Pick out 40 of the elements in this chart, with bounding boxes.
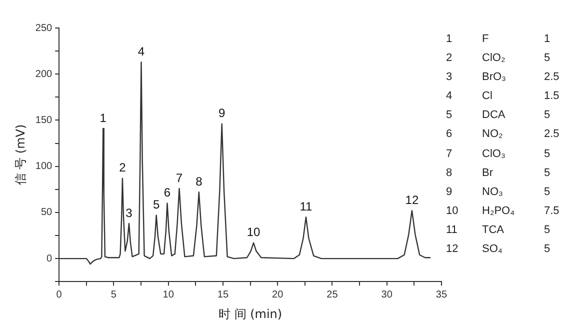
annotation: 10	[246, 225, 261, 240]
annotation: 5	[152, 198, 160, 212]
x-tick-label: 5	[110, 289, 117, 300]
text: 9 NO₃ 5	[446, 186, 550, 198]
x-tick-label: 0	[56, 289, 62, 300]
text: 12 SO₄ 5	[446, 243, 550, 256]
annotation: 8	[196, 174, 203, 188]
x-tick-label: 10	[162, 289, 174, 300]
text: 7 ClO₃ 5	[446, 148, 550, 160]
annotation: 1	[100, 110, 107, 125]
annotation: 9	[218, 106, 226, 120]
text: 11 TCA 5	[446, 224, 550, 236]
x-tick-label: 15	[217, 289, 229, 300]
x-tick-label: 20	[272, 289, 284, 300]
annotation: 3	[126, 206, 133, 220]
y-tick-label: 50	[40, 207, 53, 218]
annotation: 4	[138, 44, 145, 58]
text: 4 Cl 1.5	[446, 90, 560, 102]
y-tick-label: 100	[35, 161, 53, 172]
annotation: 6	[164, 186, 171, 200]
text: 8 Br 5	[446, 166, 550, 179]
y-axis-title: 信 号 (mV)	[13, 124, 28, 186]
annotation: 2	[119, 160, 126, 175]
text: 6 NO₂ 2.5	[446, 128, 560, 140]
y-tick-label: 250	[35, 22, 53, 34]
text: 1 F 1	[446, 33, 550, 45]
text: 2 ClO₂ 5	[446, 52, 550, 64]
y-tick-label: 200	[35, 68, 53, 80]
annotation: 12	[405, 192, 419, 207]
x-tick-label: 35	[436, 289, 448, 300]
x-axis-title: 时 间 (min)	[218, 306, 282, 321]
x-tick-label: 25	[326, 289, 338, 300]
annotation: 7	[176, 170, 183, 185]
annotation: 11	[300, 199, 313, 214]
text: 5 DCA 5	[446, 109, 550, 122]
y-tick-label: 150	[35, 114, 53, 126]
text: 3 BrO₃ 2.5	[446, 71, 560, 84]
x-tick-label: 30	[381, 289, 393, 300]
text: 10 H₂PO₄ 7.5	[446, 204, 560, 217]
y-tick-label: 0	[46, 253, 53, 264]
